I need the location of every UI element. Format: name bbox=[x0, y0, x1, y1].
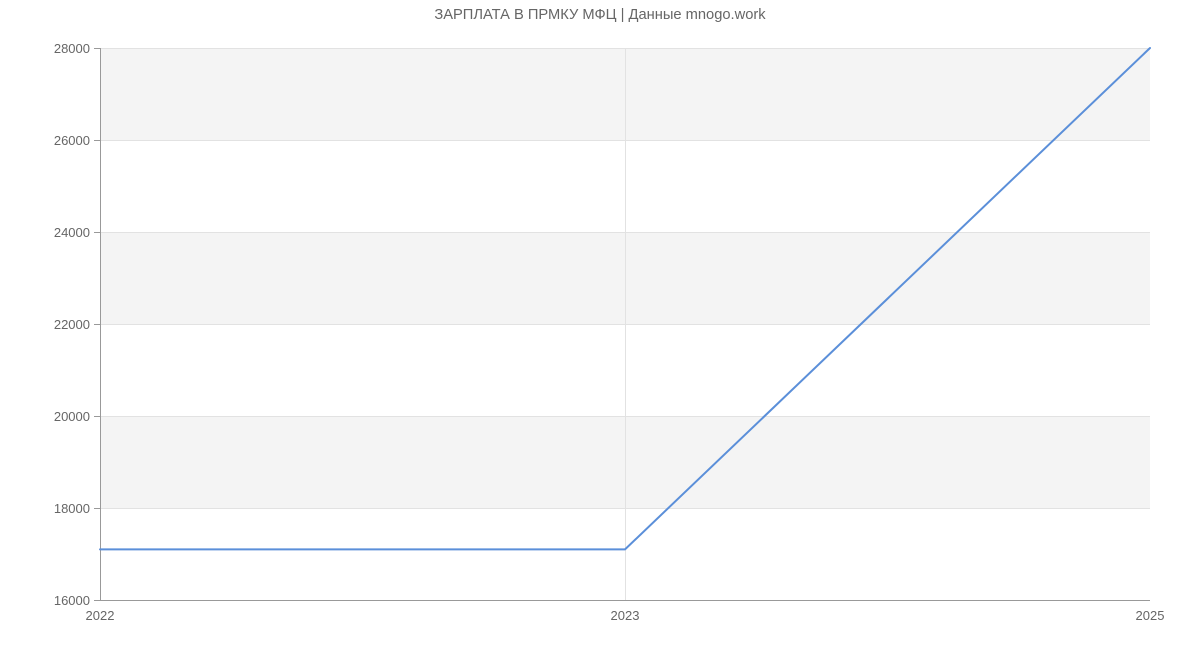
svg-text:2022: 2022 bbox=[86, 608, 115, 623]
svg-text:28000: 28000 bbox=[54, 41, 90, 56]
svg-text:26000: 26000 bbox=[54, 133, 90, 148]
svg-text:16000: 16000 bbox=[54, 593, 90, 608]
svg-text:18000: 18000 bbox=[54, 501, 90, 516]
svg-text:22000: 22000 bbox=[54, 317, 90, 332]
svg-text:2025: 2025 bbox=[1136, 608, 1165, 623]
svg-text:24000: 24000 bbox=[54, 225, 90, 240]
svg-text:20000: 20000 bbox=[54, 409, 90, 424]
svg-text:2023: 2023 bbox=[611, 608, 640, 623]
